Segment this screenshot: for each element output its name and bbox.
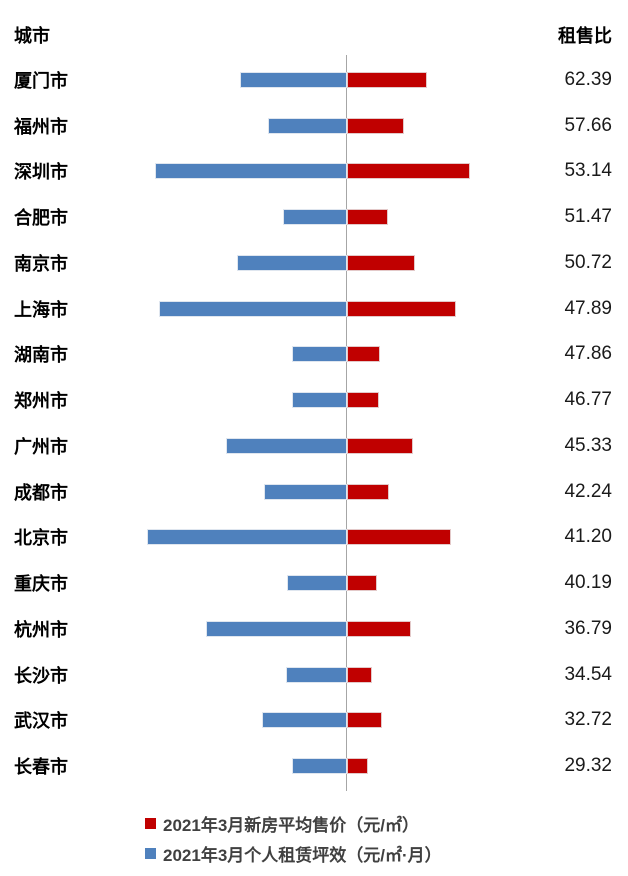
chart-row: 长沙市 34.54 (0, 652, 628, 698)
price-bar (347, 254, 415, 271)
ratio-value: 50.72 (564, 251, 612, 273)
chart-row: 合肥市 51.47 (0, 194, 628, 240)
chart-row: 武汉市 32.72 (0, 698, 628, 744)
ratio-value: 29.32 (564, 755, 612, 777)
rent-bar (286, 666, 347, 683)
chart-row: 郑州市 46.77 (0, 377, 628, 423)
city-label: 上海市 (14, 299, 68, 320)
city-label: 厦门市 (14, 70, 68, 91)
price-legend-label: 2021年3月新房平均售价（元/㎡） (163, 815, 419, 835)
ratio-value: 45.33 (564, 434, 612, 456)
chart-row: 福州市 57.66 (0, 103, 628, 149)
price-bar (347, 575, 377, 592)
ratio-value: 32.72 (564, 709, 612, 731)
rent-bar (264, 483, 347, 500)
city-label: 郑州市 (14, 391, 68, 412)
price-bar (347, 483, 389, 500)
chart-row: 广州市 45.33 (0, 423, 628, 469)
price-bar (347, 346, 380, 363)
ratio-value: 41.20 (564, 526, 612, 548)
rent-bar (292, 758, 347, 775)
rent-bar (237, 254, 347, 271)
rent-bar (262, 712, 347, 729)
price-bar (347, 666, 372, 683)
price-bar (347, 209, 388, 226)
price-bar (347, 529, 451, 546)
chart-row: 上海市 47.89 (0, 286, 628, 332)
chart-row: 北京市 41.20 (0, 515, 628, 561)
ratio-value: 40.19 (564, 572, 612, 594)
city-label: 杭州市 (14, 619, 68, 640)
ratio-value: 57.66 (564, 114, 612, 136)
chart-row: 厦门市 62.39 (0, 57, 628, 103)
city-label: 北京市 (14, 528, 68, 549)
rent-bar (240, 71, 347, 88)
city-label: 南京市 (14, 253, 68, 274)
ratio-value: 51.47 (564, 206, 612, 228)
chart-row: 重庆市 40.19 (0, 560, 628, 606)
ratio-value: 53.14 (564, 160, 612, 182)
rent-bar (155, 163, 347, 180)
rent-bar (147, 529, 347, 546)
chart-row: 长春市 29.32 (0, 743, 628, 789)
price-bar (347, 117, 404, 134)
chart-row: 成都市 42.24 (0, 469, 628, 515)
price-bar (347, 620, 411, 637)
rent-bar (206, 620, 347, 637)
chart-header: 城市 租售比 (0, 22, 628, 46)
rent-legend-swatch (145, 847, 156, 859)
city-label: 深圳市 (14, 162, 68, 183)
legend-item-price: 2021年3月新房平均售价（元/㎡） (145, 808, 442, 838)
price-bar (347, 758, 368, 775)
rent-bar (283, 209, 347, 226)
price-bar (347, 437, 413, 454)
rent-bar (287, 575, 347, 592)
city-label: 长春市 (14, 757, 68, 778)
rent-legend-label: 2021年3月个人租赁坪效（元/㎡·月） (163, 845, 442, 865)
price-bar (347, 71, 427, 88)
city-label: 成都市 (14, 482, 68, 503)
price-bar (347, 300, 456, 317)
rent-bar (159, 300, 347, 317)
city-label: 武汉市 (14, 711, 68, 732)
ratio-value: 42.24 (564, 480, 612, 502)
ratio-value: 47.89 (564, 297, 612, 319)
rent-bar (292, 392, 347, 409)
ratio-value: 46.77 (564, 389, 612, 411)
bars-area: 厦门市 62.39 福州市 57.66 深圳市 53.14 合肥市 51.47 … (0, 55, 628, 791)
city-label: 广州市 (14, 436, 68, 457)
legend-item-rent: 2021年3月个人租赁坪效（元/㎡·月） (145, 838, 442, 868)
chart-row: 湖南市 47.86 (0, 332, 628, 378)
ratio-value: 36.79 (564, 617, 612, 639)
price-bar (347, 163, 470, 180)
legend: 2021年3月新房平均售价（元/㎡） 2021年3月个人租赁坪效（元/㎡·月） (145, 808, 442, 868)
price-bar (347, 712, 382, 729)
city-column-header: 城市 (14, 26, 50, 46)
rent-bar (268, 117, 347, 134)
city-label: 长沙市 (14, 665, 68, 686)
ratio-value: 62.39 (564, 68, 612, 90)
city-label: 重庆市 (14, 574, 68, 595)
chart-row: 南京市 50.72 (0, 240, 628, 286)
rent-bar (292, 346, 347, 363)
city-label: 湖南市 (14, 345, 68, 366)
ratio-value: 34.54 (564, 663, 612, 685)
price-legend-swatch (145, 817, 156, 829)
price-bar (347, 392, 379, 409)
ratio-column-header: 租售比 (558, 26, 612, 46)
chart-row: 深圳市 53.14 (0, 149, 628, 195)
center-axis-line (346, 55, 347, 791)
city-label: 合肥市 (14, 208, 68, 229)
city-label: 福州市 (14, 116, 68, 137)
rent-bar (226, 437, 347, 454)
ratio-value: 47.86 (564, 343, 612, 365)
chart-row: 杭州市 36.79 (0, 606, 628, 652)
